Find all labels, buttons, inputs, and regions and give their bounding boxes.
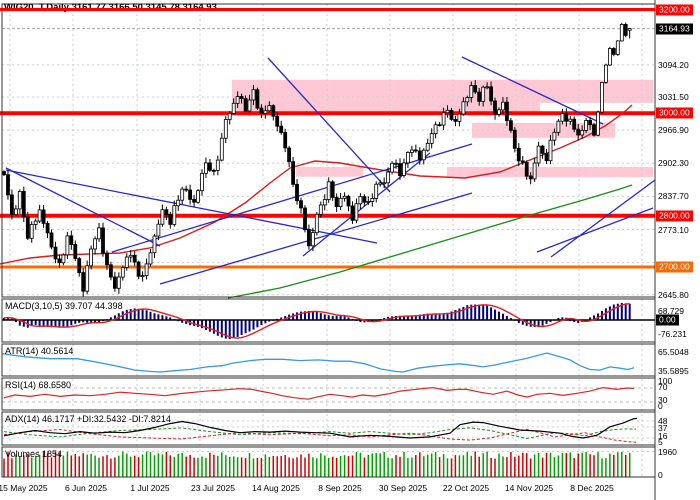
resistance-line-3200[interactable]	[0, 8, 655, 11]
price-axis-label: 2837.70	[658, 191, 689, 202]
date-label: 8 Sep 2025	[318, 483, 362, 493]
atr-axis-label: 65.5048	[658, 347, 689, 357]
ma-red-line	[0, 104, 633, 265]
atr-line	[1, 352, 635, 373]
date-label: 8 Dec 2025	[570, 483, 614, 493]
trendline[interactable]	[461, 56, 604, 125]
adx-axis-label: 37	[658, 423, 668, 433]
price-axis-label: 3200.00	[656, 4, 693, 16]
trendline[interactable]	[302, 152, 431, 257]
trendline[interactable]	[267, 57, 391, 193]
trendline[interactable]	[550, 179, 656, 258]
date-label: 30 Sep 2025	[378, 483, 428, 493]
ma-green-line	[227, 184, 633, 299]
trendline[interactable]	[111, 143, 473, 253]
price-axis-label: 2966.90	[658, 125, 689, 136]
price-axis-label: 2902.30	[658, 158, 689, 169]
date-label: 14 Nov 2025	[504, 483, 554, 493]
price-axis-label: 2700.00	[656, 261, 693, 273]
minus-di-line	[3, 428, 637, 443]
date-label: 6 Jun 2025	[64, 483, 108, 493]
rsi-line	[3, 386, 635, 400]
adx-axis-label: 16	[658, 431, 668, 441]
date-label: 23 Jul 2025	[191, 483, 235, 493]
date-label: 22 Oct 2025	[442, 483, 490, 493]
rsi-axis-label: 70	[658, 382, 668, 392]
date-label: 14 Aug 2025	[252, 483, 300, 493]
macd-signal-line	[3, 302, 630, 339]
adx-axis-label: 5	[658, 437, 663, 447]
adx-indicator-label: ADX(14) 46.1717 +DI:32.5432 -DI:7.8214	[5, 414, 171, 424]
price-axis-label: 3094.20	[658, 59, 689, 70]
supply-zone[interactable]	[296, 167, 363, 177]
supply-zone[interactable]	[447, 167, 653, 178]
rsi-indicator-label: RSI(14) 68.6580	[5, 380, 72, 390]
date-label: 15 May 2025	[0, 483, 48, 493]
trendline[interactable]	[536, 207, 654, 253]
price-axis-label: 2800.00	[656, 210, 693, 222]
macd-indicator-label: MACD(3,10,5) 39.707 44.398	[5, 301, 123, 311]
macd-axis-label: 0.00	[656, 314, 679, 326]
price-axis-label: 2773.10	[658, 224, 689, 235]
price-axis-label: 2645.80	[658, 289, 689, 300]
panel-border	[1, 343, 656, 377]
date-label: 1 Jul 2025	[130, 483, 170, 493]
price-axis-label: 3164.93	[656, 23, 693, 35]
rsi-axis-label: 30	[658, 395, 668, 405]
chart-title: WIG20_T,Daily 3161.77 3166.50 3145.78 31…	[4, 3, 217, 13]
volumes-axis-label: 0	[658, 469, 663, 480]
atr-axis-label: 35.5895	[658, 366, 689, 376]
volumes-indicator-label: Volumes 1854	[5, 449, 63, 459]
price-axis-label: 3000.00	[656, 107, 693, 119]
macd-axis-label: -76.231	[658, 328, 687, 339]
volume-bars	[3, 451, 631, 477]
adx-line	[3, 417, 638, 439]
price-axis-label: 3031.50	[658, 92, 689, 102]
trendline[interactable]	[5, 167, 161, 247]
rsi-axis-label: 100	[658, 376, 673, 386]
trendline[interactable]	[159, 192, 473, 285]
supply-zone[interactable]	[420, 79, 653, 103]
atr-indicator-label: ATR(14) 40.5614	[5, 346, 74, 356]
macd-axis-label: 68.729	[658, 306, 684, 316]
rsi-axis-label: 0	[658, 401, 663, 411]
candles	[2, 22, 632, 297]
volumes-axis-label: 1960	[658, 447, 677, 457]
adx-axis-label: 48	[658, 416, 668, 426]
